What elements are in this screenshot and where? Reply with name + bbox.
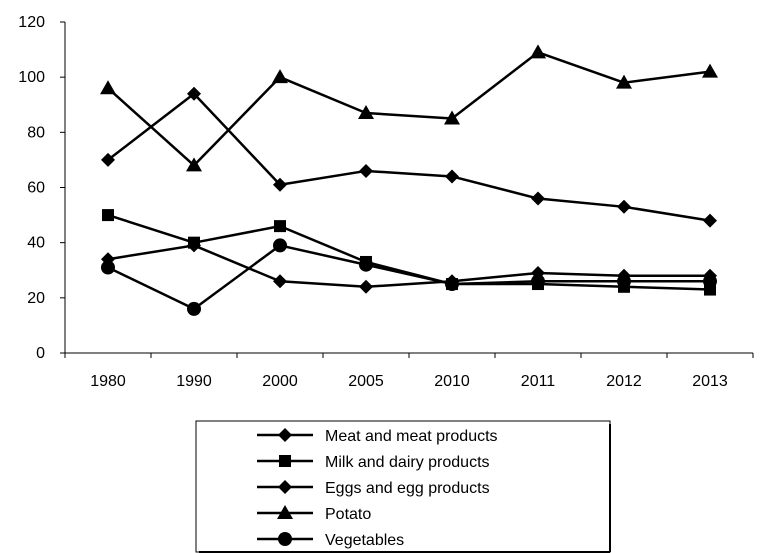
data-point [272, 69, 288, 84]
legend-label: Vegetables [325, 532, 404, 549]
data-point [187, 238, 201, 253]
chart-plot-area [100, 44, 718, 316]
data-point [530, 44, 546, 59]
chart-axes: 0 20 40 60 80 100 120 1980 1990 2000 2005 2010 2011 2… [18, 14, 754, 390]
data-point [531, 191, 545, 206]
y-tick-label: 60 [27, 180, 45, 197]
data-point [359, 279, 373, 294]
x-tick-label: 2005 [348, 373, 384, 390]
data-point [100, 80, 116, 95]
data-point [445, 277, 459, 292]
data-point [187, 301, 201, 316]
data-point [101, 260, 115, 275]
series-line [107, 244, 710, 289]
legend-marker [277, 505, 293, 519]
data-point [702, 63, 718, 78]
x-tick-label: 1980 [90, 373, 126, 390]
legend-label: Meat and meat products [325, 428, 498, 445]
series-line [107, 92, 711, 222]
data-point [273, 238, 287, 253]
series-potato [100, 44, 718, 172]
legend-item: Milk and dairy products [257, 454, 490, 471]
data-point [359, 163, 373, 178]
y-tick-label: 20 [27, 290, 45, 307]
y-tick-label: 40 [27, 235, 45, 252]
x-tick-label: 2000 [262, 373, 298, 390]
data-point [273, 274, 287, 289]
data-point [703, 213, 717, 228]
data-point [617, 199, 631, 214]
data-point [444, 110, 460, 125]
data-point [359, 257, 373, 272]
data-point [445, 169, 459, 184]
data-point [616, 74, 632, 89]
legend-marker [278, 532, 292, 546]
y-tick-label: 120 [18, 14, 45, 31]
y-tick-label: 0 [36, 345, 45, 362]
data-point [186, 157, 202, 172]
legend-item: Potato [257, 505, 371, 523]
legend-label: Milk and dairy products [325, 454, 490, 471]
legend-item: Vegetables [257, 532, 404, 549]
y-tick-label: 80 [27, 124, 45, 141]
data-point [273, 177, 287, 192]
data-point [617, 274, 631, 289]
legend-label: Potato [325, 506, 371, 523]
legend-marker [278, 428, 292, 442]
legend-marker [279, 455, 291, 467]
y-tick-label: 100 [18, 69, 45, 86]
series-line [107, 51, 711, 167]
series-line [107, 213, 711, 291]
legend-marker [278, 480, 292, 494]
legend-item: Eggs and egg products [257, 480, 490, 497]
x-tick-label: 1990 [176, 373, 212, 390]
x-tick-label: 2010 [434, 373, 470, 390]
legend-label: Eggs and egg products [325, 480, 490, 497]
data-point [274, 220, 286, 233]
data-point [703, 274, 717, 289]
data-point [531, 274, 545, 289]
series-vegetables [101, 238, 717, 316]
chart-legend: Meat and meat products Milk and dairy pro… [195, 420, 611, 553]
data-point [358, 105, 374, 120]
data-point [102, 209, 114, 222]
data-point [187, 86, 201, 101]
x-tick-label: 2013 [692, 373, 728, 390]
x-tick-label: 2012 [606, 373, 642, 390]
series-line [107, 244, 710, 311]
series-meat-and-meat-products [101, 86, 717, 228]
data-point [101, 152, 115, 167]
legend-item: Meat and meat products [257, 428, 498, 445]
x-tick-label: 2011 [521, 373, 556, 390]
